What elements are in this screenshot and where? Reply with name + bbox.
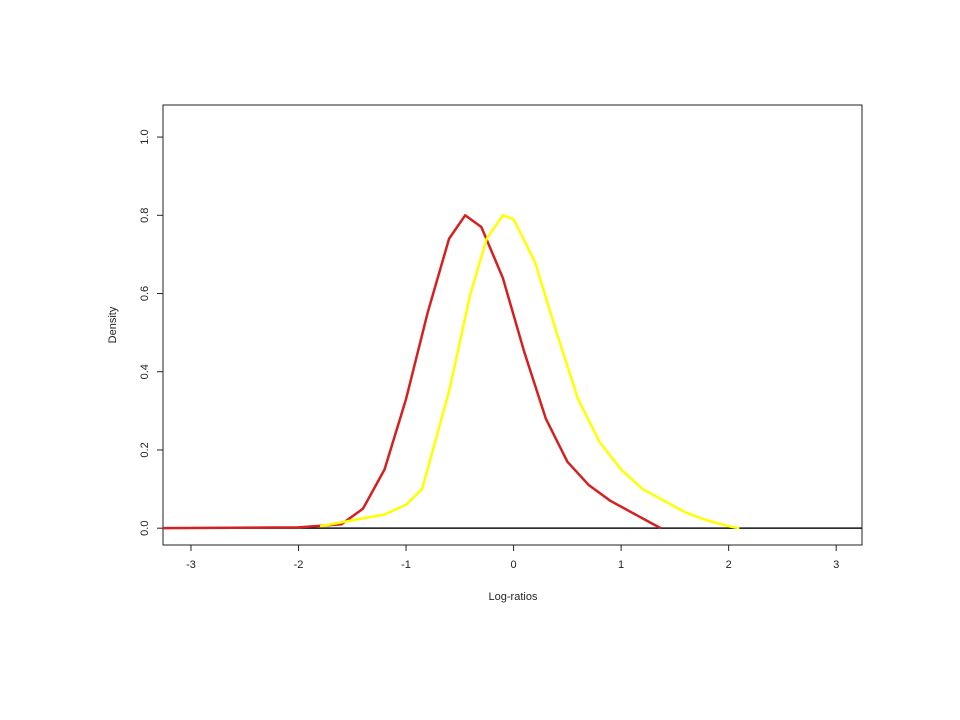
y-tick-label: 0.2 <box>139 442 151 457</box>
y-tick-label: 0.0 <box>139 521 151 536</box>
x-tick-label: 3 <box>833 559 839 571</box>
y-tick-label: 0.8 <box>139 208 151 223</box>
x-tick-label: -3 <box>186 559 196 571</box>
y-tick-label: 0.6 <box>139 286 151 301</box>
x-tick-label: 2 <box>726 559 732 571</box>
x-tick-label: 1 <box>618 559 624 571</box>
density-line <box>319 214 740 530</box>
x-tick-label: 0 <box>511 559 517 571</box>
x-tick-label: -1 <box>401 559 411 571</box>
plot-frame <box>162 104 863 546</box>
y-axis-label: Density <box>107 306 119 343</box>
density-line <box>162 214 662 530</box>
y-tick-label: 1.0 <box>139 129 151 144</box>
y-tick-label: 0.4 <box>139 364 151 379</box>
x-tick-label: -2 <box>294 559 304 571</box>
x-axis-label: Log-ratios <box>489 591 538 603</box>
